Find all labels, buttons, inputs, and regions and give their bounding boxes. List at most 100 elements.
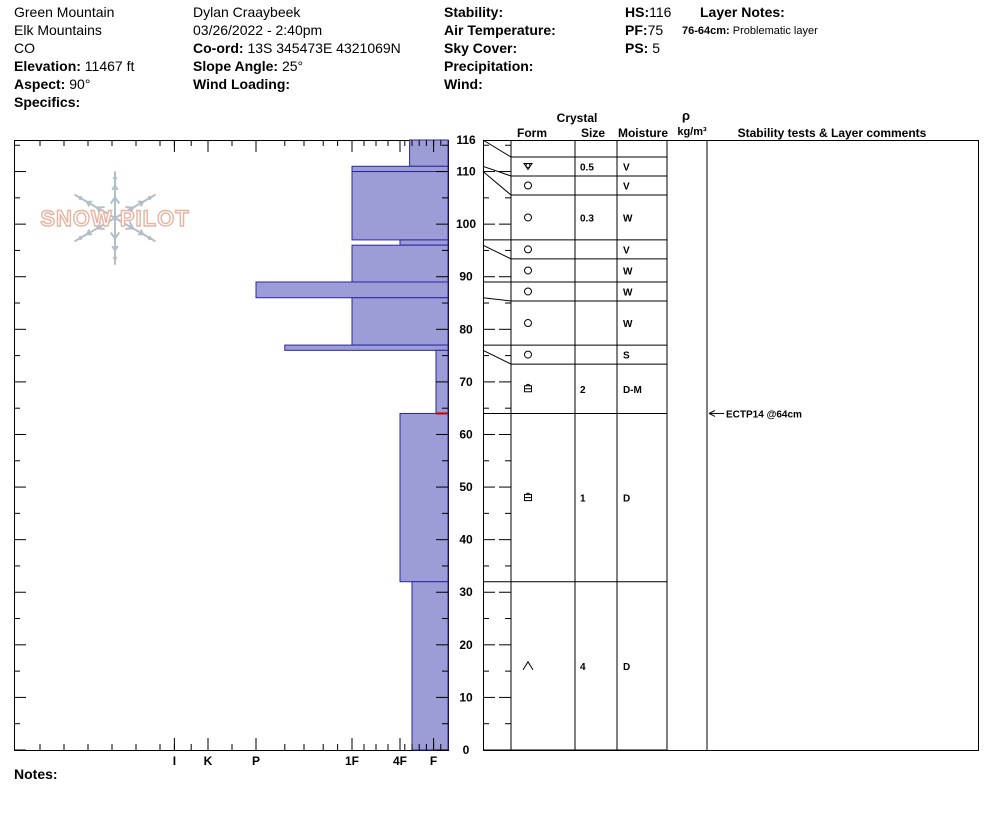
- rounded-grain-icon: [524, 213, 532, 222]
- rounded-grain-icon: [524, 266, 532, 275]
- table-row: W: [511, 300, 667, 330]
- layer-connector: [482, 165, 512, 177]
- layer-note-range: 76-64cm:: [682, 25, 730, 37]
- moisture-value: D: [623, 662, 630, 673]
- rounded-grain-icon: [524, 245, 532, 254]
- hardness-label: K: [204, 754, 213, 768]
- elevation-value: 11467 ft: [84, 58, 135, 74]
- notes-label: Notes:: [14, 766, 58, 782]
- depth-label: 80: [459, 322, 473, 336]
- table-row: W: [511, 258, 667, 277]
- moisture-value: S: [623, 351, 630, 362]
- graupel-icon: [523, 163, 533, 171]
- hardness-bar: [411, 581, 449, 751]
- stability-tests: ECTP14 @64cm: [708, 409, 802, 420]
- layer-connector: [482, 139, 512, 158]
- faceted-grain-icon: [524, 383, 532, 393]
- crystal-header: Crystal: [557, 111, 598, 125]
- wind-loading-label: Wind Loading:: [193, 76, 291, 92]
- depth-label: 70: [459, 375, 473, 389]
- hardness-bar: [351, 297, 449, 346]
- coordinates: Co-ord: 13S 345473E 4321069N: [193, 39, 401, 57]
- size-header: Size: [581, 126, 605, 140]
- layer-note: 76-64cm: Problematic layer: [682, 22, 818, 40]
- depth-label: 40: [459, 533, 473, 547]
- hardness-bar: [351, 165, 449, 173]
- grain-size: 1: [580, 494, 586, 505]
- moisture-value: W: [623, 213, 633, 224]
- depth-label: 20: [459, 638, 473, 652]
- layer-notes-label: Layer Notes:: [700, 4, 785, 20]
- faceted-grain-icon: [524, 492, 532, 502]
- pf: PF:75: [625, 21, 663, 39]
- snowflake-icon: [74, 171, 156, 265]
- wind-label: Wind:: [444, 76, 483, 92]
- depth-axis: 0 10 20 30 40 50 60 70 80 90 100 110 116: [14, 133, 511, 757]
- density-symbol: ρ: [682, 108, 690, 123]
- rounded-grain-icon: [524, 181, 532, 190]
- hardness-bar: [255, 281, 449, 299]
- pf-value: 75: [647, 22, 664, 38]
- location: Green Mountain: [14, 4, 115, 20]
- depth-label: 30: [459, 585, 473, 599]
- grain-size: 0.5: [580, 163, 594, 174]
- sky-cover-label: Sky Cover:: [444, 40, 518, 56]
- stability-test: ECTP14 @64cm: [708, 409, 802, 420]
- moisture-value: W: [623, 266, 633, 277]
- aspect-value: 90°: [69, 76, 91, 92]
- hardness-label: 4F: [393, 754, 407, 768]
- aspect: Aspect: 90°: [14, 75, 90, 93]
- hardness-bar: [409, 139, 449, 167]
- layer-connector: [482, 349, 512, 365]
- moisture-value: V: [623, 163, 630, 174]
- moisture-value: D-M: [623, 385, 642, 396]
- table-row: 0.3 W: [511, 194, 667, 224]
- moisture-value: V: [623, 245, 630, 256]
- hs-value: 116: [649, 4, 672, 20]
- layer-table-frame: [483, 140, 979, 751]
- observer: Dylan Craaybeek: [193, 4, 301, 20]
- hardness-bar: [351, 171, 449, 241]
- depth-label: 50: [459, 480, 473, 494]
- table-row: 2 D-M: [511, 363, 667, 396]
- depth-label: 90: [459, 270, 473, 284]
- air-temperature-label: Air Temperature:: [444, 22, 556, 38]
- moisture-header: Moisture: [618, 126, 668, 140]
- slope-label: Slope Angle:: [193, 58, 279, 74]
- hardness-label: 1F: [345, 754, 359, 768]
- density-header: kg/m³: [677, 126, 707, 138]
- state: CO: [14, 40, 35, 56]
- ps-label: PS:: [625, 40, 649, 56]
- coord-value: 13S 345473E 4321069N: [247, 40, 401, 56]
- pf-label: PF:: [625, 22, 648, 38]
- table-row: W: [511, 281, 667, 298]
- stability-comments-header: Stability tests & Layer comments: [738, 126, 927, 140]
- ps-value: 5: [652, 40, 661, 56]
- hardness-bar: [399, 412, 449, 583]
- table-row: V: [511, 239, 667, 256]
- table-row: 0.5 V: [511, 156, 667, 174]
- layer-note-text: Problematic layer: [732, 25, 818, 37]
- precipitation-label: Precipitation:: [444, 58, 534, 74]
- hardness-label: F: [430, 754, 437, 768]
- table-row: V: [511, 175, 667, 193]
- moisture-value: W: [623, 287, 633, 298]
- table-row: S: [511, 344, 667, 362]
- rounded-grain-icon: [524, 319, 532, 328]
- slope-value: 25°: [281, 58, 304, 74]
- rounded-grain-icon: [524, 350, 532, 359]
- grain-size: 0.3: [580, 213, 594, 224]
- slope-angle: Slope Angle: 25°: [193, 57, 303, 75]
- depth-hoar-icon: [522, 660, 534, 671]
- mountain-range: Elk Mountains: [14, 22, 102, 38]
- hardness-label: P: [252, 754, 260, 768]
- hardness-bar: [351, 244, 449, 283]
- aspect-label: Aspect:: [14, 76, 66, 92]
- hardness-bars: [255, 139, 449, 751]
- layer-connector: [482, 244, 512, 260]
- depth-label: 116: [456, 133, 476, 147]
